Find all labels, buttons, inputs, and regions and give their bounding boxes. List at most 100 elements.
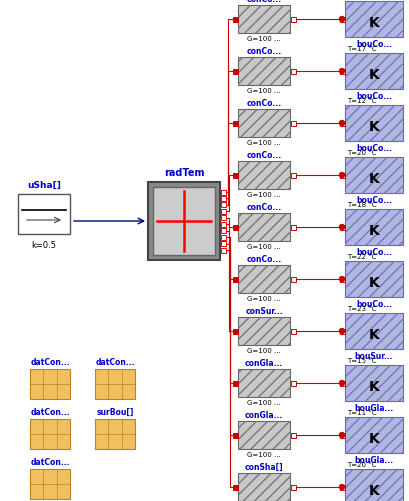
Text: K: K: [369, 431, 380, 445]
Text: G=100 ...: G=100 ...: [247, 451, 281, 457]
Bar: [232, 433, 238, 438]
Circle shape: [339, 69, 344, 74]
Text: conCo...: conCo...: [247, 47, 281, 56]
Text: conSha[]: conSha[]: [245, 462, 283, 471]
Bar: [238, 369, 290, 397]
Bar: [345, 469, 403, 501]
Bar: [220, 248, 225, 253]
Text: bouGla...: bouGla...: [355, 403, 393, 412]
Text: bouCo...: bouCo...: [356, 40, 392, 49]
Bar: [345, 2, 403, 38]
Text: bouGla...: bouGla...: [355, 455, 393, 464]
Text: T=20 °C: T=20 °C: [347, 461, 377, 467]
Bar: [232, 121, 238, 126]
Circle shape: [339, 225, 344, 230]
Bar: [290, 484, 295, 489]
Bar: [220, 203, 225, 208]
Text: datCon...: datCon...: [30, 457, 70, 466]
Circle shape: [339, 433, 344, 438]
Bar: [232, 18, 238, 23]
Bar: [290, 433, 295, 438]
Bar: [290, 18, 295, 23]
Text: K: K: [369, 172, 380, 186]
Bar: [30, 419, 70, 449]
Text: datCon...: datCon...: [30, 357, 70, 366]
Text: K: K: [369, 120, 380, 134]
Bar: [220, 190, 225, 195]
Bar: [238, 317, 290, 345]
Bar: [345, 106, 403, 142]
Bar: [238, 421, 290, 449]
Text: datCon...: datCon...: [30, 407, 70, 416]
Bar: [238, 162, 290, 189]
Text: K: K: [369, 379, 380, 393]
Bar: [345, 158, 403, 193]
Bar: [238, 473, 290, 501]
Bar: [238, 6, 290, 34]
Bar: [339, 381, 344, 386]
Bar: [220, 216, 225, 221]
Text: conGla...: conGla...: [245, 410, 283, 419]
Text: T=20 °C: T=20 °C: [347, 150, 377, 156]
Circle shape: [339, 381, 344, 386]
Text: G=100 ...: G=100 ...: [247, 140, 281, 146]
Bar: [238, 58, 290, 86]
Bar: [339, 173, 344, 178]
Circle shape: [339, 121, 344, 126]
Bar: [238, 317, 290, 345]
Bar: [238, 162, 290, 189]
Bar: [220, 235, 225, 240]
Bar: [220, 196, 225, 201]
Text: conCo...: conCo...: [247, 255, 281, 264]
Bar: [345, 417, 403, 453]
Text: T=22 °C: T=22 °C: [347, 254, 376, 260]
Bar: [345, 262, 403, 298]
Text: bouSur...: bouSur...: [355, 351, 393, 360]
Bar: [238, 473, 290, 501]
Bar: [339, 484, 344, 489]
Bar: [345, 209, 403, 245]
Text: G=100 ...: G=100 ...: [247, 296, 281, 302]
Bar: [345, 365, 403, 401]
Text: datCon...: datCon...: [95, 357, 135, 366]
Text: G=100 ...: G=100 ...: [247, 88, 281, 94]
Bar: [232, 277, 238, 282]
Bar: [220, 222, 225, 227]
Text: bouCo...: bouCo...: [356, 92, 392, 101]
Bar: [339, 18, 344, 23]
Bar: [18, 194, 70, 234]
Bar: [148, 183, 220, 261]
Text: T=11 °C: T=11 °C: [347, 409, 377, 415]
Bar: [220, 241, 225, 246]
Bar: [345, 365, 403, 401]
Text: conCo...: conCo...: [247, 0, 281, 4]
Text: K: K: [369, 483, 380, 497]
Bar: [238, 213, 290, 241]
Circle shape: [339, 18, 344, 23]
Text: bouCo...: bouCo...: [356, 300, 392, 309]
Bar: [238, 58, 290, 86]
Bar: [238, 421, 290, 449]
Bar: [345, 54, 403, 90]
Bar: [238, 369, 290, 397]
Circle shape: [339, 484, 344, 489]
Text: K: K: [369, 223, 380, 237]
Text: T=12 °C: T=12 °C: [347, 98, 377, 104]
Bar: [290, 277, 295, 282]
Text: G=100 ...: G=100 ...: [247, 36, 281, 42]
Text: radTem: radTem: [164, 168, 204, 178]
Bar: [232, 381, 238, 386]
Bar: [238, 110, 290, 138]
Text: conCo...: conCo...: [247, 202, 281, 211]
Text: G=100 ...: G=100 ...: [247, 191, 281, 197]
Bar: [345, 313, 403, 349]
Bar: [232, 69, 238, 74]
Bar: [339, 277, 344, 282]
Text: bouCo...: bouCo...: [356, 144, 392, 153]
Text: K: K: [369, 68, 380, 82]
Bar: [290, 225, 295, 230]
Text: T=18 °C: T=18 °C: [347, 201, 377, 207]
Bar: [345, 313, 403, 349]
Bar: [95, 419, 135, 449]
Circle shape: [339, 277, 344, 282]
